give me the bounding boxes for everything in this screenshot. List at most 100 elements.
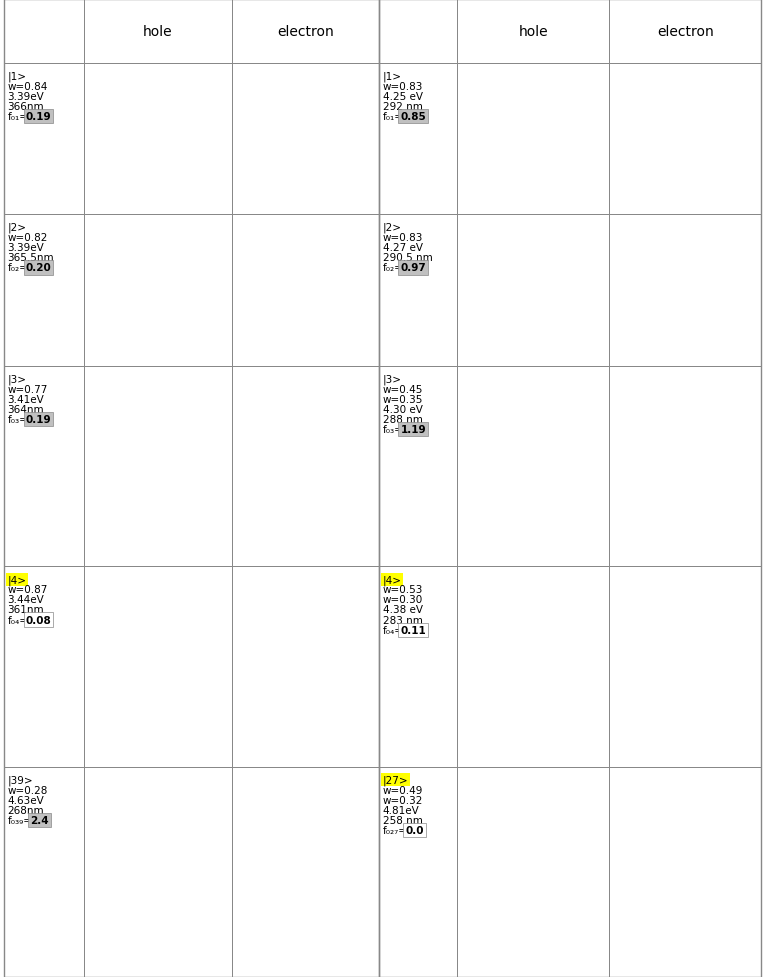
Text: 0.08: 0.08	[26, 615, 51, 625]
Bar	[232, 0, 379, 64]
Text: 0.85: 0.85	[401, 111, 426, 122]
Text: electron: electron	[277, 24, 334, 39]
Bar	[84, 567, 232, 767]
Text: |3>: |3>	[382, 374, 402, 385]
Text: 0.97: 0.97	[401, 263, 426, 274]
Text: f₀₄=: f₀₄=	[382, 625, 404, 635]
Text: 3.41eV: 3.41eV	[8, 395, 44, 404]
Text: 3.44eV: 3.44eV	[8, 595, 44, 605]
Bar	[379, 0, 761, 977]
Text: 3.39eV: 3.39eV	[8, 92, 44, 102]
Text: 4.63eV: 4.63eV	[8, 795, 44, 805]
Text: 364nm: 364nm	[8, 404, 44, 414]
Bar	[4, 64, 84, 215]
Text: 365.5nm: 365.5nm	[8, 253, 54, 263]
Text: f₀₁=: f₀₁=	[8, 111, 28, 122]
Text: f₀₄=: f₀₄=	[8, 615, 28, 625]
Text: 3.39eV: 3.39eV	[8, 243, 44, 253]
Text: 0.19: 0.19	[26, 414, 51, 425]
Text: w=0.49: w=0.49	[382, 785, 423, 795]
Text: |39>: |39>	[8, 775, 33, 786]
Text: |27>: |27>	[382, 775, 409, 786]
Text: w=0.53: w=0.53	[382, 584, 423, 595]
Text: 366nm: 366nm	[8, 102, 44, 111]
Text: w=0.35: w=0.35	[382, 395, 423, 404]
Bar	[457, 64, 609, 215]
Bar	[232, 64, 379, 215]
Text: 290.5 nm: 290.5 nm	[382, 253, 432, 263]
Bar	[609, 567, 761, 767]
Text: 288 nm: 288 nm	[382, 414, 422, 425]
Text: 4.30 eV: 4.30 eV	[382, 404, 422, 414]
Text: 283 nm: 283 nm	[382, 615, 422, 625]
Text: |4>: |4>	[8, 574, 27, 585]
Text: w=0.82: w=0.82	[8, 233, 48, 243]
Text: electron: electron	[657, 24, 714, 39]
Text: 258 nm: 258 nm	[382, 815, 422, 826]
Bar	[84, 0, 232, 64]
Bar	[379, 567, 457, 767]
Text: 0.20: 0.20	[26, 263, 51, 274]
Text: w=0.83: w=0.83	[382, 81, 423, 92]
Bar	[457, 0, 609, 64]
Bar	[609, 215, 761, 366]
Bar	[84, 767, 232, 977]
Text: 0.19: 0.19	[26, 111, 51, 122]
Text: w=0.45: w=0.45	[382, 384, 423, 395]
Text: |1>: |1>	[382, 71, 402, 82]
Text: f₀₁=: f₀₁=	[382, 111, 404, 122]
Bar	[609, 0, 761, 64]
Bar	[379, 64, 457, 215]
Text: |2>: |2>	[8, 223, 27, 234]
Bar	[232, 215, 379, 366]
Text: 4.25 eV: 4.25 eV	[382, 92, 422, 102]
Bar	[457, 767, 609, 977]
Text: 0.0: 0.0	[405, 826, 424, 835]
Bar	[379, 767, 457, 977]
Bar	[379, 366, 457, 567]
Text: 292 nm: 292 nm	[382, 102, 422, 111]
Bar	[84, 366, 232, 567]
Bar	[232, 767, 379, 977]
Bar	[379, 215, 457, 366]
Text: 4.38 eV: 4.38 eV	[382, 605, 422, 615]
Bar	[232, 567, 379, 767]
Text: |3>: |3>	[8, 374, 27, 385]
Text: 1.19: 1.19	[401, 425, 426, 435]
Text: w=0.28: w=0.28	[8, 785, 48, 795]
Text: w=0.32: w=0.32	[382, 795, 423, 805]
Bar	[457, 215, 609, 366]
Text: w=0.87: w=0.87	[8, 584, 48, 595]
Bar	[4, 567, 84, 767]
Text: 4.27 eV: 4.27 eV	[382, 243, 422, 253]
Bar	[232, 366, 379, 567]
Bar	[609, 366, 761, 567]
Text: hole: hole	[143, 24, 173, 39]
Text: f₀₂=: f₀₂=	[382, 263, 403, 274]
Text: f₀₂=: f₀₂=	[8, 263, 28, 274]
Text: w=0.30: w=0.30	[382, 595, 423, 605]
Text: 4.81eV: 4.81eV	[382, 805, 419, 815]
Bar	[379, 0, 457, 64]
Bar	[4, 0, 379, 977]
Text: w=0.77: w=0.77	[8, 384, 48, 395]
Bar	[457, 366, 609, 567]
Bar	[609, 767, 761, 977]
Text: 2.4: 2.4	[30, 815, 49, 826]
Text: 268nm: 268nm	[8, 805, 44, 815]
Bar	[609, 64, 761, 215]
Bar	[84, 64, 232, 215]
Text: w=0.84: w=0.84	[8, 81, 48, 92]
Text: |2>: |2>	[382, 223, 402, 234]
Bar	[4, 215, 84, 366]
Text: w=0.83: w=0.83	[382, 233, 423, 243]
Text: |4>: |4>	[382, 574, 402, 585]
Text: f₀₃=: f₀₃=	[8, 414, 28, 425]
Bar	[84, 215, 232, 366]
Bar	[457, 567, 609, 767]
Bar	[4, 767, 84, 977]
Text: 361nm: 361nm	[8, 605, 44, 615]
Bar	[4, 366, 84, 567]
Text: hole: hole	[519, 24, 548, 39]
Text: f₀₃=: f₀₃=	[382, 425, 403, 435]
